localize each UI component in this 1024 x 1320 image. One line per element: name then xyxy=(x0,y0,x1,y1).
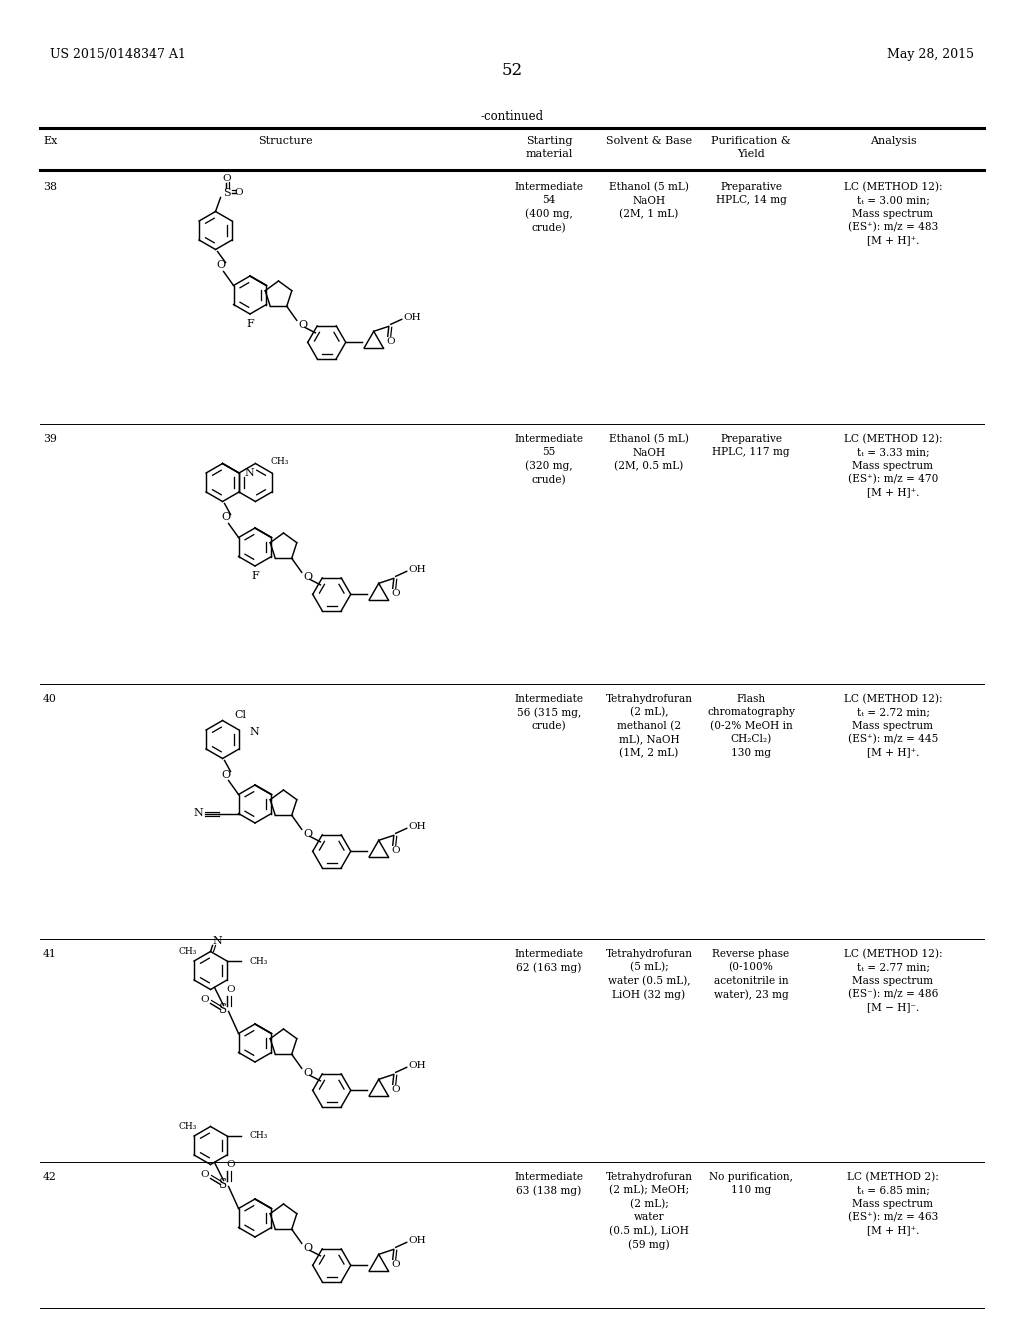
Text: LC (METHOD 2):
tₜ = 6.85 min;
Mass spectrum
(ES⁺): m/z = 463
[M + H]⁺.: LC (METHOD 2): tₜ = 6.85 min; Mass spect… xyxy=(847,1172,939,1236)
Text: CH₃: CH₃ xyxy=(249,957,267,965)
Text: O: O xyxy=(221,512,230,523)
Text: 42: 42 xyxy=(43,1172,57,1181)
Text: Intermediate
62 (163 mg): Intermediate 62 (163 mg) xyxy=(514,949,584,973)
Text: N: N xyxy=(213,936,222,946)
Text: O: O xyxy=(386,337,395,346)
Text: Ethanol (5 mL)
NaOH
(2M, 1 mL): Ethanol (5 mL) NaOH (2M, 1 mL) xyxy=(609,182,689,219)
Text: OH: OH xyxy=(409,1061,426,1069)
Text: 39: 39 xyxy=(43,434,57,444)
Text: O: O xyxy=(303,573,312,582)
Text: O: O xyxy=(221,770,230,780)
Text: O: O xyxy=(391,1085,400,1094)
Text: N: N xyxy=(194,808,204,818)
Text: Cl: Cl xyxy=(234,710,247,721)
Text: CH₃: CH₃ xyxy=(249,1131,267,1140)
Text: S: S xyxy=(219,1003,227,1016)
Text: O: O xyxy=(303,829,312,840)
Text: Reverse phase
(0-100%
acetonitrile in
water), 23 mg: Reverse phase (0-100% acetonitrile in wa… xyxy=(713,949,790,999)
Text: Preparative
HPLC, 14 mg: Preparative HPLC, 14 mg xyxy=(716,182,786,205)
Text: 38: 38 xyxy=(43,182,57,191)
Text: O: O xyxy=(201,1170,209,1179)
Text: O: O xyxy=(391,846,400,855)
Text: 52: 52 xyxy=(502,62,522,79)
Text: Purification &
Yield: Purification & Yield xyxy=(711,136,791,160)
Text: O: O xyxy=(226,985,234,994)
Text: OH: OH xyxy=(403,313,421,322)
Text: O: O xyxy=(391,1259,400,1269)
Text: OH: OH xyxy=(409,1236,426,1245)
Text: N: N xyxy=(245,469,255,478)
Text: 40: 40 xyxy=(43,694,57,704)
Text: No purification,
110 mg: No purification, 110 mg xyxy=(709,1172,793,1195)
Text: Solvent & Base: Solvent & Base xyxy=(606,136,692,147)
Text: LC (METHOD 12):
tₜ = 3.33 min;
Mass spectrum
(ES⁺): m/z = 470
[M + H]⁺.: LC (METHOD 12): tₜ = 3.33 min; Mass spec… xyxy=(844,434,942,498)
Text: O: O xyxy=(391,589,400,598)
Text: Tetrahydrofuran
(2 mL),
methanol (2
mL), NaOH
(1M, 2 mL): Tetrahydrofuran (2 mL), methanol (2 mL),… xyxy=(605,694,692,759)
Text: Preparative
HPLC, 117 mg: Preparative HPLC, 117 mg xyxy=(712,434,790,457)
Text: LC (METHOD 12):
tₜ = 2.72 min;
Mass spectrum
(ES⁺): m/z = 445
[M + H]⁺.: LC (METHOD 12): tₜ = 2.72 min; Mass spec… xyxy=(844,694,942,758)
Text: OH: OH xyxy=(409,822,426,830)
Text: Structure: Structure xyxy=(258,136,312,147)
Text: Starting
material: Starting material xyxy=(525,136,572,160)
Text: S: S xyxy=(223,187,230,198)
Text: O: O xyxy=(303,1243,312,1253)
Text: F: F xyxy=(246,319,254,329)
Text: O: O xyxy=(226,1160,234,1170)
Text: CH₃: CH₃ xyxy=(179,946,198,956)
Text: N: N xyxy=(249,727,259,737)
Text: 41: 41 xyxy=(43,949,57,960)
Text: OH: OH xyxy=(409,565,426,574)
Text: F: F xyxy=(251,572,259,581)
Text: -continued: -continued xyxy=(480,110,544,123)
Text: Intermediate
63 (138 mg): Intermediate 63 (138 mg) xyxy=(514,1172,584,1196)
Text: CH₃: CH₃ xyxy=(179,1122,198,1131)
Text: Tetrahydrofuran
(5 mL);
water (0.5 mL),
LiOH (32 mg): Tetrahydrofuran (5 mL); water (0.5 mL), … xyxy=(605,949,692,1001)
Text: Flash
chromatography
(0-2% MeOH in
CH₂Cl₂)
130 mg: Flash chromatography (0-2% MeOH in CH₂Cl… xyxy=(707,694,795,758)
Text: Intermediate
54
(400 mg,
crude): Intermediate 54 (400 mg, crude) xyxy=(514,182,584,232)
Text: O: O xyxy=(234,187,243,197)
Text: Intermediate
55
(320 mg,
crude): Intermediate 55 (320 mg, crude) xyxy=(514,434,584,484)
Text: LC (METHOD 12):
tₜ = 3.00 min;
Mass spectrum
(ES⁺): m/z = 483
[M + H]⁺.: LC (METHOD 12): tₜ = 3.00 min; Mass spec… xyxy=(844,182,942,246)
Text: Analysis: Analysis xyxy=(869,136,916,147)
Text: Ex: Ex xyxy=(43,136,57,147)
Text: Ethanol (5 mL)
NaOH
(2M, 0.5 mL): Ethanol (5 mL) NaOH (2M, 0.5 mL) xyxy=(609,434,689,471)
Text: Tetrahydrofuran
(2 mL); MeOH;
(2 mL);
water
(0.5 mL), LiOH
(59 mg): Tetrahydrofuran (2 mL); MeOH; (2 mL); wa… xyxy=(605,1172,692,1250)
Text: Intermediate
56 (315 mg,
crude): Intermediate 56 (315 mg, crude) xyxy=(514,694,584,731)
Text: O: O xyxy=(222,174,230,183)
Text: May 28, 2015: May 28, 2015 xyxy=(887,48,974,61)
Text: LC (METHOD 12):
tₜ = 2.77 min;
Mass spectrum
(ES⁻): m/z = 486
[M − H]⁻.: LC (METHOD 12): tₜ = 2.77 min; Mass spec… xyxy=(844,949,942,1012)
Text: O: O xyxy=(303,1068,312,1078)
Text: S: S xyxy=(219,1177,227,1191)
Text: US 2015/0148347 A1: US 2015/0148347 A1 xyxy=(50,48,186,61)
Text: O: O xyxy=(216,260,225,271)
Text: O: O xyxy=(201,995,209,1005)
Text: CH₃: CH₃ xyxy=(270,457,289,466)
Text: O: O xyxy=(298,321,307,330)
